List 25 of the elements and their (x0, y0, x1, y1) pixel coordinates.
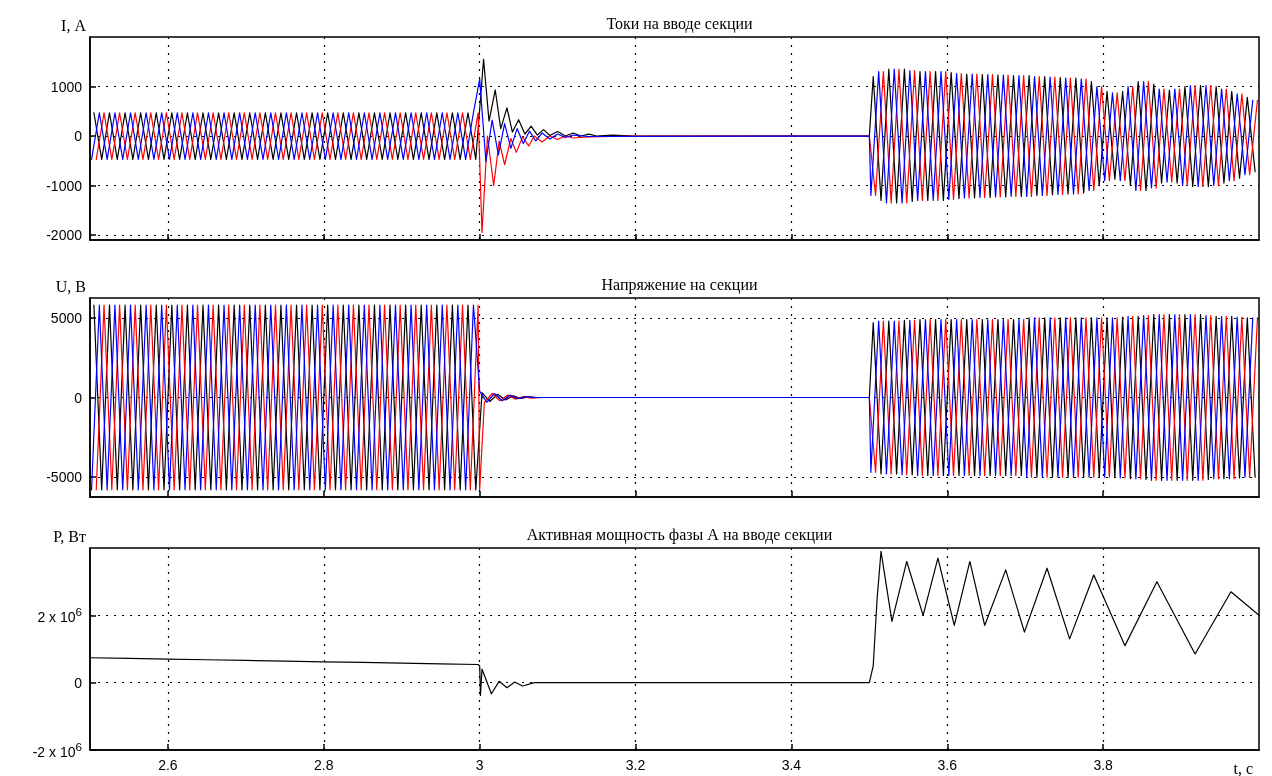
y-axis-title: U, В (55, 277, 86, 295)
x-tick-label: 2.6 (158, 757, 178, 773)
y-tick-label: -2000 (46, 227, 82, 244)
x-tick-label: 3.2 (625, 757, 646, 773)
y-tick-label: 5000 (50, 309, 82, 326)
y-tick-label: -2 x 10$^{6}$ (32, 740, 82, 760)
y-tick-label: 0 (74, 128, 82, 145)
x-tick-label: 3.8 (1093, 757, 1114, 773)
y-tick-label: -5000 (46, 469, 82, 486)
y-tick-label: 2 x 10$^{6}$ (37, 605, 82, 626)
y-axis-title: I, А (61, 16, 87, 34)
chart-title: Напряжение на секции (601, 275, 758, 294)
chart-title: Токи на вводе секции (606, 14, 754, 33)
x-tick-label: 3 (475, 757, 484, 773)
y-tick-label: -1000 (46, 177, 82, 194)
y-tick-label: 0 (74, 674, 82, 691)
x-tick-label: 2.8 (314, 757, 334, 773)
x-axis-title: t, с (1233, 759, 1253, 776)
y-axis-title: P, Вт (53, 527, 86, 545)
x-tick-label: 3.4 (781, 757, 802, 773)
line-series (95, 68, 1259, 234)
y-tick-label: 0 (74, 389, 82, 406)
chart-title: Активная мощность фазы А на вводе секции (526, 525, 833, 544)
y-tick-label: 1000 (50, 78, 82, 95)
x-tick-label: 3.6 (937, 757, 958, 773)
